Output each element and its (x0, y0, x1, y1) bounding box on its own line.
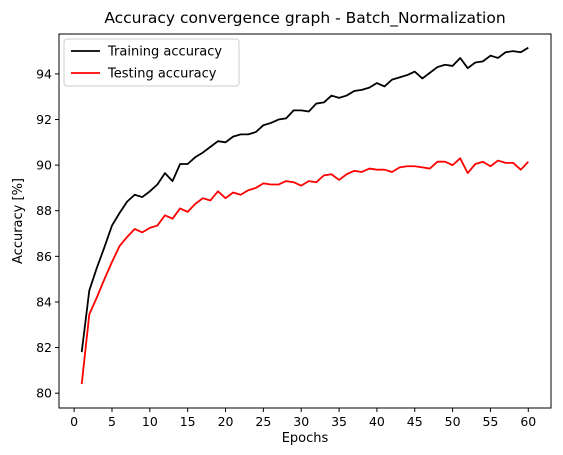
x-tick-label: 10 (142, 414, 158, 429)
x-tick-label: 50 (445, 414, 461, 429)
x-tick-label: 35 (331, 414, 347, 429)
x-tick-label: 5 (108, 414, 116, 429)
plot-frame (58, 33, 552, 409)
y-tick-label: 94 (36, 66, 52, 81)
y-tick-label: 86 (36, 249, 52, 264)
y-tick-label: 84 (36, 294, 52, 309)
y-tick-label: 80 (36, 386, 52, 401)
x-tick-label: 20 (218, 414, 234, 429)
legend-box (63, 38, 240, 87)
x-axis-label: Epochs (282, 431, 329, 446)
chart-title: Accuracy convergence graph - Batch_Norma… (104, 9, 505, 28)
x-tick-label: 25 (255, 414, 271, 429)
x-tick-label: 60 (520, 414, 536, 429)
y-tick-label: 92 (36, 112, 52, 127)
legend-label-testing: Testing accuracy (107, 67, 217, 82)
x-tick-label: 0 (70, 414, 78, 429)
lines-layer (80, 46, 529, 385)
y-tick-label: 82 (36, 340, 52, 355)
testing-accuracy-line (80, 157, 529, 385)
y-tick-label: 90 (36, 158, 52, 173)
ticks-layer: 0 5 10 15 20 25 30 35 40 45 50 55 60 80 82 84 86 88 90 92 94 (36, 66, 536, 429)
x-tick-label: 15 (180, 414, 196, 429)
y-axis-label: Accuracy [%] (11, 178, 26, 264)
legend: Training accuracy Testing accuracy (63, 38, 240, 87)
x-tick-label: 30 (293, 414, 309, 429)
training-accuracy-line (80, 46, 529, 353)
legend-label-training: Training accuracy (107, 45, 222, 60)
x-tick-label: 55 (482, 414, 498, 429)
x-tick-label: 40 (369, 414, 385, 429)
x-tick-label: 45 (407, 414, 423, 429)
y-tick-label: 88 (36, 203, 52, 218)
